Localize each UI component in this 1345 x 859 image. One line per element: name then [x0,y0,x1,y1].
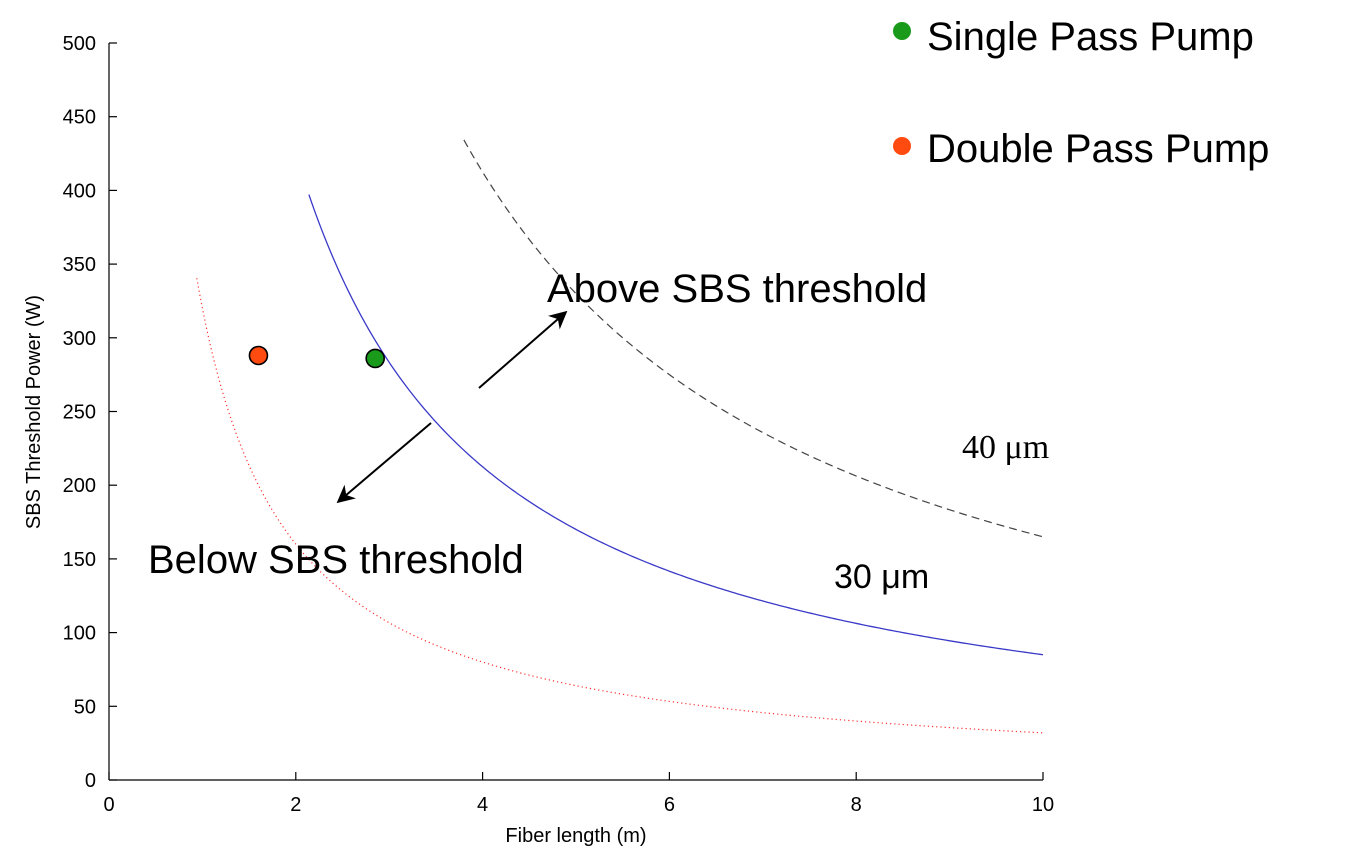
y-tick-label: 150 [63,549,96,571]
y-tick-label: 500 [63,33,96,55]
x-tick-label: 4 [477,794,488,816]
series-line-dashed [463,139,1044,538]
y-tick-label: 100 [63,623,96,645]
y-axis-title: SBS Threshold Power (W) [23,295,45,529]
legend-marker-double-pass [893,137,911,155]
x-tick-label: 2 [290,794,301,816]
series-line-dotted [196,278,1044,734]
arrow-above [478,310,568,389]
y-tick-label: 50 [74,696,96,718]
arrows-layer [336,310,568,504]
y-tick-label: 350 [63,254,96,276]
y-tick-label: 450 [63,107,96,129]
point-single-pass-pump [365,348,385,369]
legend-marker-single-pass [893,22,911,40]
annotation-30um: 30 μm [834,558,929,596]
axes: 0 2 4 6 8 10 0 50 100 150 200 250 300 350 400 450 500 [63,33,1055,816]
y-tick-label: 250 [63,402,96,424]
series-line-solid [308,194,1044,656]
points-layer [248,345,385,369]
y-tick-label: 300 [63,328,96,350]
y-tick-label: 400 [63,180,96,202]
y-ticks: 0 50 100 150 200 250 300 350 400 450 500 [63,33,117,792]
legend: Single Pass Pump Double Pass Pump [893,15,1269,171]
annotation-above: Above SBS threshold [547,267,927,311]
annotation-40um: 40 μm [962,429,1049,466]
point-double-pass-pump [248,345,269,366]
legend-label-single-pass: Single Pass Pump [927,15,1254,59]
x-tick-label: 10 [1032,794,1054,816]
x-axis-title: Fiber length (m) [505,825,646,847]
x-tick-label: 6 [664,794,675,816]
annotation-below: Below SBS threshold [148,538,524,582]
legend-label-double-pass: Double Pass Pump [927,127,1269,171]
x-ticks: 0 2 4 6 8 10 [103,772,1054,816]
x-tick-label: 0 [103,794,114,816]
y-tick-label: 200 [63,475,96,497]
series-layer [196,139,1044,734]
y-tick-label: 0 [85,770,96,792]
arrow-below [336,422,432,504]
x-tick-label: 8 [851,794,862,816]
